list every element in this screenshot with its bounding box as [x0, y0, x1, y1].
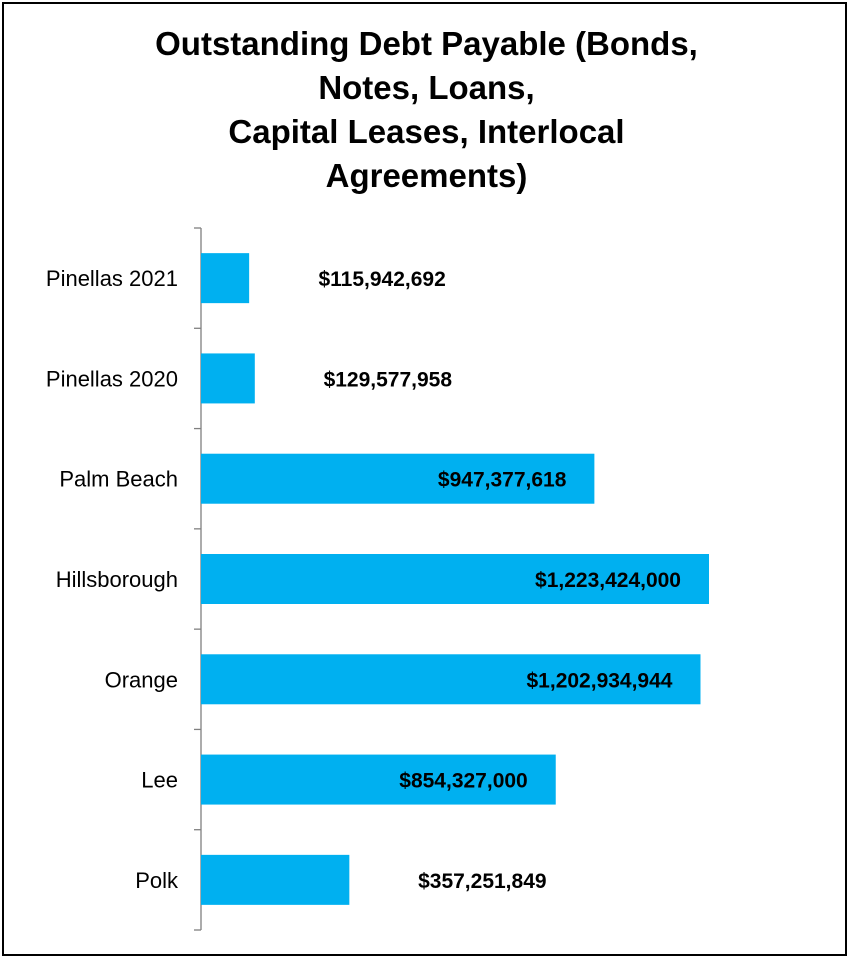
category-label: Hillsborough: [56, 567, 178, 592]
bar: [201, 654, 701, 705]
chart-title: Outstanding Debt Payable (Bonds, Notes, …: [0, 22, 853, 198]
category-label: Pinellas 2021: [46, 266, 178, 291]
bar: [201, 253, 250, 304]
data-label: $357,251,849: [418, 870, 546, 893]
category-label: Palm Beach: [59, 467, 178, 492]
category-label: Lee: [141, 768, 178, 793]
data-label: $854,327,000: [399, 770, 527, 793]
chart-title-line: Outstanding Debt Payable (Bonds,: [155, 25, 698, 62]
bar: [201, 854, 350, 905]
category-label: Orange: [105, 667, 178, 692]
bar: [201, 754, 556, 805]
data-label: $115,942,692: [318, 268, 445, 291]
data-label: $1,223,424,000: [535, 569, 681, 592]
data-label: $1,202,934,944: [527, 669, 673, 692]
chart-title-line: Capital Leases, Interlocal: [228, 113, 625, 150]
chart-title-line: Agreements): [325, 157, 528, 194]
category-label: Polk: [135, 868, 179, 893]
bar: [201, 353, 255, 404]
data-label: $129,577,958: [324, 368, 453, 391]
bar: [201, 554, 709, 604]
data-label: $947,377,618: [438, 469, 567, 492]
bar: [201, 453, 595, 504]
category-label: Pinellas 2020: [46, 366, 178, 391]
chart-title-line: Notes, Loans,: [318, 69, 535, 106]
